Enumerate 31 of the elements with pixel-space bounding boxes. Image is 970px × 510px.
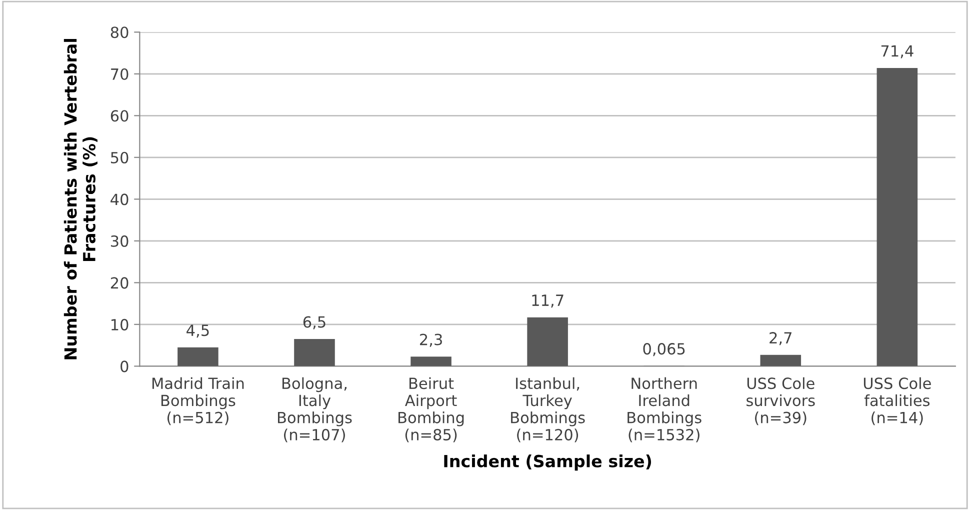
y-tick-label: 40 (110, 194, 128, 206)
y-axis-title: Number of Patients with Vertebral Fractures (%) (64, 38, 98, 360)
bar (527, 317, 568, 366)
data-label: 71,4 (881, 45, 914, 58)
y-tick-label: 70 (111, 68, 128, 80)
y-tick-label: 60 (110, 110, 128, 122)
data-label: 2,3 (420, 334, 442, 347)
x-tick-label: Madrid Train Bombings (n=512) (152, 377, 244, 426)
y-tick-label: 20 (110, 277, 128, 289)
bar (760, 354, 802, 366)
x-tick-label: Bologna, Italy Bombings (n=107) (278, 377, 352, 442)
x-tick-label: Istanbul, Turkey Bobmings (n=120) (511, 377, 585, 442)
bar (294, 339, 335, 366)
x-tick-label: Beirut Airport Bombing (n=85) (398, 377, 464, 442)
x-tick-label: USS Cole fatalities (n=14) (864, 377, 931, 426)
bar (410, 356, 452, 366)
y-tick-label: 0 (120, 360, 128, 372)
y-tick-label: 80 (110, 26, 128, 38)
y-tick-label: 10 (112, 318, 128, 330)
x-tick-label: USS Cole survivors (n=39) (746, 377, 815, 426)
bar (876, 68, 918, 366)
y-tick-label: 30 (110, 235, 128, 247)
data-label: 11,7 (532, 294, 564, 308)
x-tick-label: Northern Ireland Bombings (n=1532) (628, 377, 702, 442)
y-tick-label: 50 (111, 152, 128, 164)
data-label: 4,5 (186, 324, 209, 338)
data-label: 6,5 (303, 316, 326, 330)
bar (178, 347, 218, 366)
data-label: 2,7 (770, 332, 792, 346)
x-axis-title: Incident (Sample size) (444, 454, 652, 471)
data-label: 0,065 (643, 343, 685, 356)
